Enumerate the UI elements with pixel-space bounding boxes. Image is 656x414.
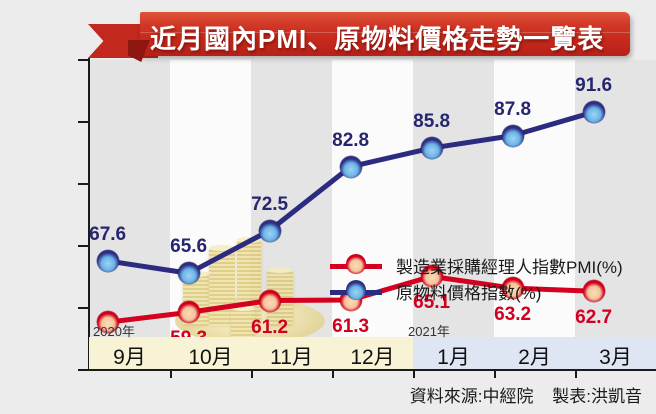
x-category-label: 9月 <box>113 346 146 369</box>
y-axis-tick <box>78 307 88 309</box>
data-point-marker[interactable] <box>501 124 524 147</box>
x-axis-tick <box>170 371 172 378</box>
data-point-marker[interactable] <box>582 280 605 303</box>
data-point-label: 62.7 <box>575 307 613 329</box>
x-category-label: 12月 <box>350 346 395 369</box>
legend-label-raw: 原物料價格指數(%) <box>396 284 542 303</box>
y-axis-line <box>88 58 90 371</box>
x-axis-line <box>88 369 656 371</box>
x-category-cell[interactable]: 3月 <box>575 337 656 369</box>
data-point-marker[interactable] <box>258 289 281 312</box>
legend-label-pmi: 製造業採購經理人指數PMI(%) <box>396 258 623 277</box>
data-point-label: 82.8 <box>332 129 370 151</box>
data-point-label: 61.3 <box>332 315 370 337</box>
x-category-label: 10月 <box>188 346 233 369</box>
data-point-label: 65.1 <box>413 292 451 314</box>
x-axis-tick <box>575 371 577 378</box>
y-axis-tick <box>78 369 88 371</box>
y-axis-tick <box>78 121 88 123</box>
data-point-label: 61.2 <box>251 316 289 338</box>
data-point-label: 67.6 <box>89 223 127 245</box>
x-category-label: 2月 <box>518 346 551 369</box>
page-title: 近月國內PMI、原物料價格走勢一覽表 <box>150 24 605 54</box>
legend: 製造業採購經理人指數PMI(%) 原物料價格指數(%) <box>330 252 623 304</box>
data-point-marker[interactable] <box>96 249 119 272</box>
data-point-label: 85.8 <box>413 111 451 133</box>
legend-marker-blue-icon <box>346 280 366 300</box>
y-axis-tick <box>78 245 88 247</box>
x-axis-tick <box>494 371 496 378</box>
data-point-marker[interactable] <box>177 301 200 324</box>
data-point-marker[interactable] <box>582 101 605 124</box>
data-point-marker[interactable] <box>177 262 200 285</box>
ribbon-banner <box>140 12 630 56</box>
x-category-strip: 9月 10月 11月 12月 1月 2月 3月 <box>89 337 656 369</box>
x-category-label: 11月 <box>270 346 313 369</box>
data-point-label: 72.5 <box>251 193 289 215</box>
data-point-marker[interactable] <box>501 277 524 300</box>
x-axis-tick <box>413 371 415 378</box>
x-category-label: 1月 <box>437 346 470 369</box>
legend-item-pmi[interactable]: 製造業採購經理人指數PMI(%) <box>330 252 623 278</box>
data-point-label: 91.6 <box>575 75 613 97</box>
y-axis-tick <box>78 59 88 61</box>
title-ribbon: 近月國內PMI、原物料價格走勢一覽表 <box>88 10 630 62</box>
data-point-marker[interactable] <box>339 155 362 178</box>
x-axis-tick <box>251 371 253 378</box>
footer-author: 製表:洪凱音 <box>552 387 642 406</box>
x-category-cell[interactable]: 11月 <box>251 337 332 369</box>
data-point-label: 65.6 <box>170 236 208 258</box>
x-axis-tick <box>332 371 334 378</box>
data-point-marker[interactable] <box>96 311 119 334</box>
x-category-cell[interactable]: 2月 <box>494 337 575 369</box>
y-axis-tick <box>78 183 88 185</box>
footer: 資料來源:中經院 製表:洪凱音 <box>0 382 642 407</box>
x-category-label: 3月 <box>599 346 632 369</box>
data-point-label: 63.2 <box>494 304 532 326</box>
data-point-marker[interactable] <box>420 265 443 288</box>
x-category-cell[interactable]: 9月 <box>89 337 170 369</box>
legend-item-raw[interactable]: 原物料價格指數(%) <box>330 278 620 304</box>
data-point-marker[interactable] <box>258 219 281 242</box>
x-category-cell[interactable]: 12月 <box>332 337 413 369</box>
x-category-cell[interactable]: 10月 <box>170 337 251 369</box>
footer-source: 資料來源:中經院 <box>409 387 534 406</box>
x-category-cell[interactable]: 1月 <box>413 337 494 369</box>
data-point-label: 87.8 <box>494 98 532 120</box>
legend-marker-red-icon <box>346 254 366 274</box>
year-label-2020: 2020年 <box>93 324 135 339</box>
year-label-2021: 2021年 <box>408 324 450 339</box>
data-point-marker[interactable] <box>420 137 443 160</box>
